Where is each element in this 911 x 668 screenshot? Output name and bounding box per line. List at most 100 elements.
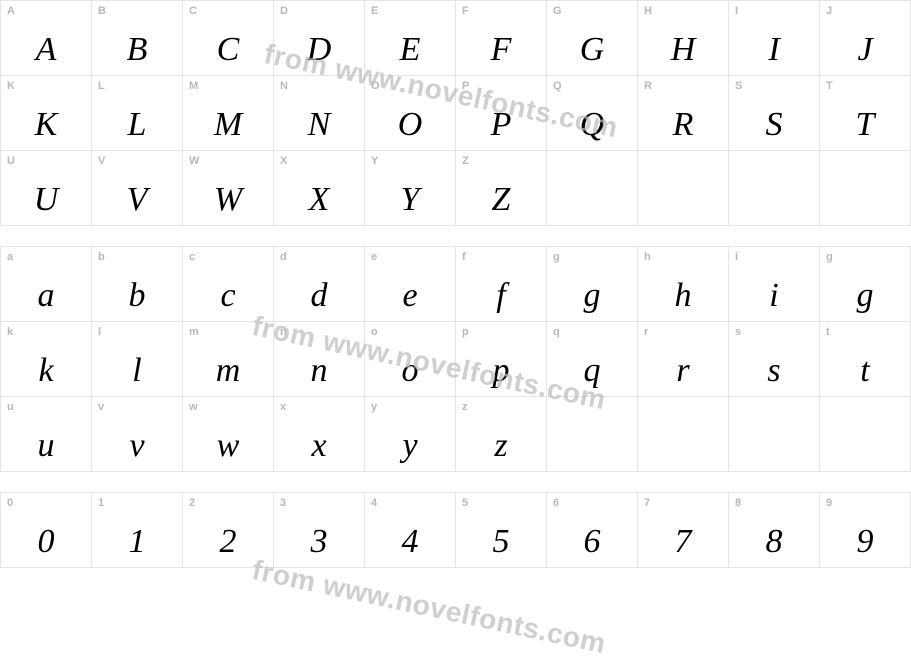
glyph-cell-glyph: H bbox=[638, 33, 728, 67]
glyph-cell: LL bbox=[92, 76, 183, 151]
glyph-cell: 66 bbox=[547, 493, 638, 568]
glyph-cell: SS bbox=[729, 76, 820, 151]
glyph-cell-empty bbox=[638, 397, 729, 472]
glyph-cell-label: D bbox=[280, 5, 288, 17]
glyph-cell: mm bbox=[183, 322, 274, 397]
glyph-cell: ww bbox=[183, 397, 274, 472]
glyph-cell-glyph: M bbox=[183, 108, 273, 142]
glyph-cell-glyph: l bbox=[92, 354, 182, 388]
glyph-cell-label: A bbox=[7, 5, 15, 17]
glyph-cell: tt bbox=[820, 322, 911, 397]
glyph-cell-glyph: z bbox=[456, 429, 546, 463]
glyph-cell: RR bbox=[638, 76, 729, 151]
glyph-cell-label: Z bbox=[462, 155, 469, 167]
glyph-cell-label: 8 bbox=[735, 497, 741, 509]
glyph-cell-glyph: W bbox=[183, 183, 273, 217]
glyph-cell-glyph: b bbox=[92, 279, 182, 313]
glyph-cell-label: C bbox=[189, 5, 197, 17]
glyph-cell-glyph: 7 bbox=[638, 525, 728, 559]
glyph-cell-label: 0 bbox=[7, 497, 13, 509]
glyph-cell-glyph: 8 bbox=[729, 525, 819, 559]
glyph-cell-glyph: r bbox=[638, 354, 728, 388]
glyph-cell-label: a bbox=[7, 251, 13, 263]
glyph-cell-glyph: V bbox=[92, 183, 182, 217]
glyph-grid-digits: 00112233445566778899 bbox=[0, 492, 911, 568]
glyph-cell-empty bbox=[820, 397, 911, 472]
glyph-cell: II bbox=[729, 1, 820, 76]
glyph-cell-label: E bbox=[371, 5, 378, 17]
glyph-cell-glyph: 5 bbox=[456, 525, 546, 559]
glyph-cell-label: s bbox=[735, 326, 741, 338]
glyph-cell-label: 9 bbox=[826, 497, 832, 509]
glyph-grid-upper: AABBCCDDEEFFGGHHIIJJKKLLMMNNOOPPQQRRSSTT… bbox=[0, 0, 911, 226]
glyph-cell: 11 bbox=[92, 493, 183, 568]
glyph-cell-label: N bbox=[280, 80, 288, 92]
glyph-cell-label: 6 bbox=[553, 497, 559, 509]
glyph-cell-glyph: g bbox=[547, 279, 637, 313]
glyph-cell-glyph: h bbox=[638, 279, 728, 313]
glyph-cell-label: r bbox=[644, 326, 648, 338]
block-gap bbox=[0, 472, 911, 492]
glyph-cell: YY bbox=[365, 151, 456, 226]
glyph-cell: cc bbox=[183, 247, 274, 322]
glyph-cell-label: q bbox=[553, 326, 560, 338]
glyph-cell-empty bbox=[820, 151, 911, 226]
glyph-cell-empty bbox=[729, 151, 820, 226]
glyph-cell-glyph: 1 bbox=[92, 525, 182, 559]
glyph-cell-label: i bbox=[735, 251, 738, 263]
glyph-cell-glyph: X bbox=[274, 183, 364, 217]
font-specimen-root: AABBCCDDEEFFGGHHIIJJKKLLMMNNOOPPQQRRSSTT… bbox=[0, 0, 911, 568]
glyph-cell-label: 2 bbox=[189, 497, 195, 509]
glyph-cell: MM bbox=[183, 76, 274, 151]
glyph-cell: pp bbox=[456, 322, 547, 397]
glyph-cell-label: U bbox=[7, 155, 15, 167]
glyph-cell-label: b bbox=[98, 251, 105, 263]
glyph-cell-glyph: I bbox=[729, 33, 819, 67]
glyph-cell-label: n bbox=[280, 326, 287, 338]
glyph-cell: DD bbox=[274, 1, 365, 76]
glyph-cell-label: W bbox=[189, 155, 199, 167]
glyph-cell-label: 4 bbox=[371, 497, 377, 509]
glyph-cell-glyph: 9 bbox=[820, 525, 910, 559]
glyph-cell-glyph: n bbox=[274, 354, 364, 388]
glyph-cell: OO bbox=[365, 76, 456, 151]
glyph-cell-glyph: Y bbox=[365, 183, 455, 217]
glyph-cell-glyph: k bbox=[1, 354, 91, 388]
glyph-cell-label: O bbox=[371, 80, 380, 92]
glyph-cell-label: g bbox=[553, 251, 560, 263]
glyph-cell: PP bbox=[456, 76, 547, 151]
glyph-cell-label: u bbox=[7, 401, 14, 413]
glyph-cell-label: t bbox=[826, 326, 830, 338]
glyph-cell: JJ bbox=[820, 1, 911, 76]
glyph-cell-glyph: P bbox=[456, 108, 546, 142]
glyph-cell-label: y bbox=[371, 401, 377, 413]
glyph-cell-label: z bbox=[462, 401, 468, 413]
glyph-cell: hh bbox=[638, 247, 729, 322]
glyph-cell-label: w bbox=[189, 401, 198, 413]
glyph-cell-glyph: E bbox=[365, 33, 455, 67]
glyph-cell: WW bbox=[183, 151, 274, 226]
glyph-cell: gg bbox=[547, 247, 638, 322]
glyph-cell-glyph: S bbox=[729, 108, 819, 142]
glyph-cell-glyph: A bbox=[1, 33, 91, 67]
glyph-cell: ii bbox=[729, 247, 820, 322]
glyph-cell: ss bbox=[729, 322, 820, 397]
glyph-cell-label: H bbox=[644, 5, 652, 17]
glyph-cell-glyph: L bbox=[92, 108, 182, 142]
glyph-cell-label: B bbox=[98, 5, 106, 17]
glyph-cell: ee bbox=[365, 247, 456, 322]
glyph-cell: kk bbox=[1, 322, 92, 397]
glyph-cell-label: 3 bbox=[280, 497, 286, 509]
glyph-cell-glyph: Z bbox=[456, 183, 546, 217]
glyph-cell-glyph: y bbox=[365, 429, 455, 463]
glyph-cell-glyph: u bbox=[1, 429, 91, 463]
glyph-cell: ZZ bbox=[456, 151, 547, 226]
glyph-cell: oo bbox=[365, 322, 456, 397]
block-gap bbox=[0, 226, 911, 246]
glyph-cell-label: K bbox=[7, 80, 15, 92]
glyph-cell-glyph: d bbox=[274, 279, 364, 313]
glyph-cell-glyph: c bbox=[183, 279, 273, 313]
glyph-cell: 00 bbox=[1, 493, 92, 568]
glyph-cell-glyph: Q bbox=[547, 108, 637, 142]
glyph-cell: qq bbox=[547, 322, 638, 397]
